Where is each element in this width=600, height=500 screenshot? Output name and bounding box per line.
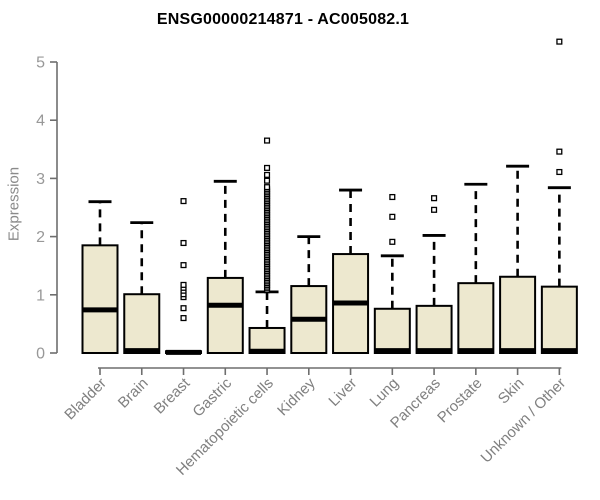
box-unknown-other [540, 38, 578, 355]
outlier-point [556, 148, 563, 155]
outlier-point [556, 38, 563, 45]
x-tick-label-kidney: Kidney [274, 374, 319, 419]
iqr-box [81, 244, 119, 354]
iqr-box [499, 275, 537, 354]
iqr-box [457, 282, 495, 354]
x-tick-label-lung: Lung [367, 375, 403, 411]
outlier-point [556, 168, 563, 176]
iqr-box [123, 293, 161, 354]
outlier-point [180, 315, 187, 322]
y-tick-label: 0 [36, 346, 45, 363]
outlier-point [389, 193, 396, 201]
outlier-point [263, 171, 271, 178]
box-bladder [81, 200, 119, 354]
box-gastric [206, 179, 244, 354]
outlier-point [263, 164, 271, 171]
box-breast [165, 198, 203, 355]
outlier-point [180, 198, 187, 205]
outlier-point [180, 239, 187, 247]
x-tick-label-breast: Breast [151, 374, 194, 417]
y-axis-label: Expression [5, 166, 23, 242]
box-hematopoietic-cells [248, 137, 286, 354]
y-tick-label: 1 [36, 287, 45, 304]
box-pancreas [415, 195, 453, 354]
outlier-point [180, 262, 187, 269]
y-tick-label: 4 [36, 113, 45, 130]
y-axis: 0 1 2 3 4 5 [36, 55, 58, 363]
outlier-point [389, 213, 396, 220]
x-tick-label-brain: Brain [115, 375, 152, 412]
x-tick-label-liver: Liver [325, 375, 360, 410]
x-tick-label-prostate: Prostate [434, 375, 486, 427]
outlier-point [431, 195, 438, 202]
box-lung [373, 193, 411, 355]
outlier-point [431, 206, 438, 213]
iqr-box [415, 304, 453, 354]
x-tick-label-skin: Skin [495, 375, 528, 408]
iqr-box [373, 307, 411, 355]
chart-title: ENSG00000214871 - AC005082.1 [156, 11, 410, 28]
outlier-point [389, 238, 396, 245]
y-tick-label: 3 [36, 171, 45, 188]
box-liver [332, 188, 370, 354]
iqr-box [540, 285, 578, 355]
outlier-point [263, 137, 271, 144]
outlier-point [180, 305, 187, 312]
box-skin [499, 164, 537, 354]
y-tick-label: 5 [36, 55, 45, 72]
box-kidney [290, 235, 328, 355]
outlier-point [263, 177, 271, 184]
y-tick-label: 2 [36, 229, 45, 246]
outlier-point [180, 281, 187, 288]
box-brain [123, 221, 161, 354]
iqr-box [206, 276, 244, 354]
x-tick-label-bladder: Bladder [61, 375, 110, 424]
outlier-point [263, 184, 271, 191]
box-prostate [457, 182, 495, 354]
